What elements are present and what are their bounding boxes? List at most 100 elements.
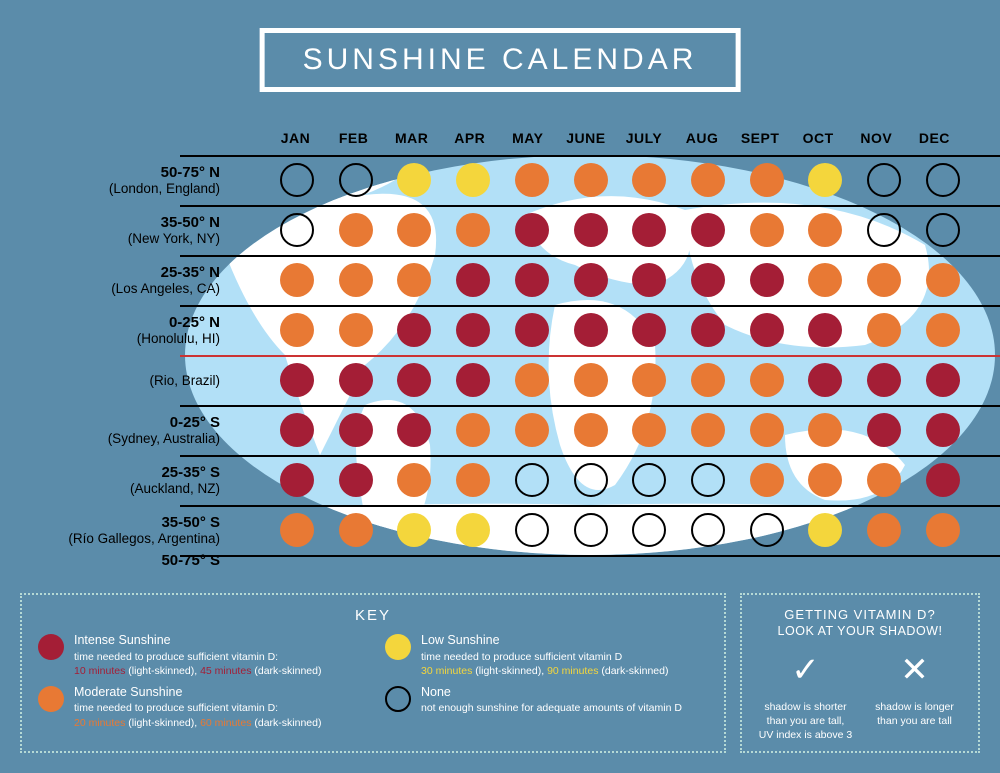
sunshine-dot [808,213,842,247]
lat-label: 0-25° N [30,314,220,331]
page-title: SUNSHINE CALENDAR [303,43,698,76]
tip-title: GETTING VITAMIN D? [758,607,962,622]
sunshine-dot [808,363,842,397]
key-label: Low Sunshine [421,633,500,647]
sunshine-dot [808,413,842,447]
sunshine-dot [926,413,960,447]
sunshine-dot [339,163,373,197]
city-label: (Los Angeles, CA) [30,281,220,296]
x-icon: ✕ [867,648,962,694]
sunshine-dot [574,413,608,447]
sunshine-dot [574,363,608,397]
page-root: SUNSHINE CALENDAR JANFEBMARAPRMAYJUNEJUL… [0,0,1000,773]
key-box: KEY Intense Sunshinetime needed to produ… [20,593,726,753]
sunshine-dot [867,163,901,197]
sunshine-dot [750,513,784,547]
lat-label: 50-75° N [30,164,220,181]
row-labels: 50-75° S [30,545,230,575]
sunshine-dot [867,513,901,547]
sunshine-dot [339,313,373,347]
sunshine-dot [750,263,784,297]
sunshine-dot [750,313,784,347]
month-label: AUG [677,130,728,150]
tip-yes: ✓ shadow is shorter than you are tall, U… [758,648,853,742]
city-label: (Auckland, NZ) [30,481,220,496]
dots-row [280,205,960,255]
sunshine-dot [515,313,549,347]
lat-label: 25-35° S [30,464,220,481]
sunshine-dot [280,413,314,447]
sunshine-dot [808,463,842,497]
key-text: Intense Sunshinetime needed to produce s… [74,632,321,678]
month-label: MAR [386,130,437,150]
sunshine-dot [574,313,608,347]
rows-container: 50-75° N(London, England) 35-50° N(New Yo… [30,155,970,555]
lat-label: 25-35° N [30,264,220,281]
city-label: (New York, NY) [30,231,220,246]
check-icon: ✓ [758,648,853,694]
sunshine-dot [574,163,608,197]
lat-label: 35-50° N [30,214,220,231]
key-desc: time needed to produce sufficient vitami… [421,650,668,678]
sunshine-dot [926,463,960,497]
sunshine-dot [691,463,725,497]
sunshine-dot [926,263,960,297]
key-swatch [38,686,64,712]
sunshine-dot [397,313,431,347]
key-label: None [421,685,451,699]
lat-label: 0-25° S [30,414,220,431]
sunshine-dot [808,513,842,547]
month-label: JUNE [560,130,611,150]
sunshine-dot [867,463,901,497]
row-labels: 25-35° N(Los Angeles, CA) [30,255,230,305]
sunshine-dot [339,263,373,297]
sunshine-dot [750,213,784,247]
month-label: APR [444,130,495,150]
sunshine-dot [397,513,431,547]
sunshine-dot [280,163,314,197]
sunshine-dot [926,513,960,547]
sunshine-dot [926,163,960,197]
key-text: Moderate Sunshinetime needed to produce … [74,684,321,730]
city-label: (Honolulu, HI) [30,331,220,346]
key-swatch [38,634,64,660]
sunshine-dot [632,363,666,397]
sunshine-dot [397,413,431,447]
equator-line [180,355,1000,357]
key-title: KEY [38,607,708,624]
city-label: (London, England) [30,181,220,196]
sunshine-dot [515,163,549,197]
data-row: 0-25° N(Honolulu, HI) [30,305,970,355]
sunshine-dot [456,413,490,447]
sunshine-dot [397,363,431,397]
title-box: SUNSHINE CALENDAR [260,28,741,92]
sunshine-dot [515,413,549,447]
city-label: (Río Gallegos, Argentina) [30,531,220,546]
tip-no-text: shadow is longer than you are tall [875,701,954,727]
key-item: Moderate Sunshinetime needed to produce … [38,684,361,730]
sunshine-dot [515,213,549,247]
data-row: (Rio, Brazil) [30,355,970,405]
month-label: SEPT [735,130,786,150]
sunshine-dot [691,163,725,197]
tip-yes-text: shadow is shorter than you are tall, UV … [759,701,852,741]
sunshine-dot [750,363,784,397]
dots-row [280,505,960,555]
sunshine-dot [456,163,490,197]
sunshine-dot [456,363,490,397]
sunshine-dot [280,463,314,497]
sunshine-dot [750,413,784,447]
sunshine-dot [397,263,431,297]
sunshine-dot [280,313,314,347]
dots-row [280,405,960,455]
dots-row [280,305,960,355]
sunshine-dot [691,363,725,397]
sunshine-dot [339,213,373,247]
month-label: MAY [502,130,553,150]
sunshine-dot [691,413,725,447]
lat-line [180,555,1000,557]
sunshine-dot [632,163,666,197]
sunshine-dot [280,213,314,247]
dots-row [280,355,960,405]
sunshine-dot [632,213,666,247]
